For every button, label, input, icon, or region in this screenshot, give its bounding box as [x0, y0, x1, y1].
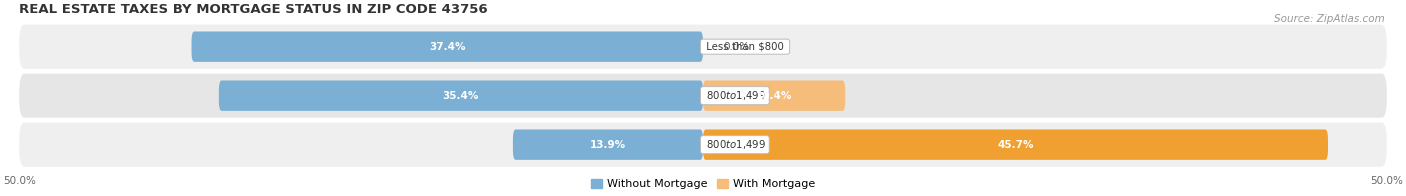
FancyBboxPatch shape — [703, 81, 845, 111]
Text: 35.4%: 35.4% — [443, 91, 479, 101]
Text: 45.7%: 45.7% — [997, 140, 1033, 150]
Legend: Without Mortgage, With Mortgage: Without Mortgage, With Mortgage — [586, 174, 820, 193]
FancyBboxPatch shape — [219, 81, 703, 111]
Text: Less than $800: Less than $800 — [703, 42, 787, 52]
Text: 37.4%: 37.4% — [429, 42, 465, 52]
Text: Source: ZipAtlas.com: Source: ZipAtlas.com — [1274, 14, 1385, 24]
Text: REAL ESTATE TAXES BY MORTGAGE STATUS IN ZIP CODE 43756: REAL ESTATE TAXES BY MORTGAGE STATUS IN … — [20, 3, 488, 16]
FancyBboxPatch shape — [20, 123, 1386, 167]
Text: $800 to $1,499: $800 to $1,499 — [703, 138, 766, 151]
FancyBboxPatch shape — [513, 130, 703, 160]
FancyBboxPatch shape — [191, 32, 703, 62]
FancyBboxPatch shape — [20, 74, 1386, 118]
Text: 13.9%: 13.9% — [591, 140, 626, 150]
Text: 0.0%: 0.0% — [724, 42, 749, 52]
Text: 10.4%: 10.4% — [756, 91, 793, 101]
FancyBboxPatch shape — [20, 25, 1386, 69]
FancyBboxPatch shape — [703, 130, 1329, 160]
Text: $800 to $1,499: $800 to $1,499 — [703, 89, 766, 102]
